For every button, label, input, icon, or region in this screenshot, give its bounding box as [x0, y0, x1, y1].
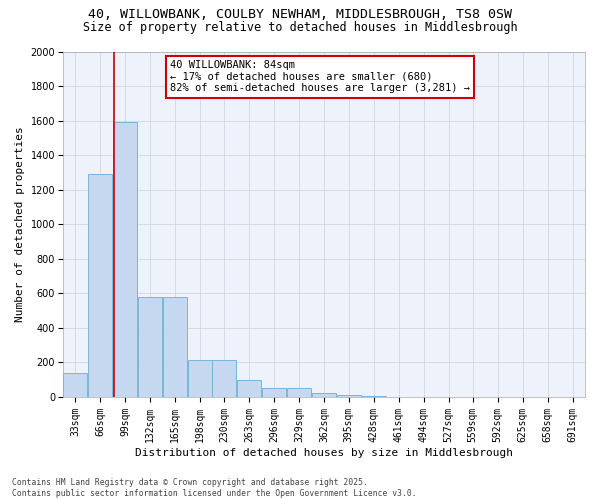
Bar [88, 174, 112, 397]
Bar [237, 380, 261, 397]
Bar [63, 373, 88, 397]
Text: 40, WILLOWBANK, COULBY NEWHAM, MIDDLESBROUGH, TS8 0SW: 40, WILLOWBANK, COULBY NEWHAM, MIDDLESBR… [88, 8, 512, 20]
Bar [287, 388, 311, 397]
X-axis label: Distribution of detached houses by size in Middlesbrough: Distribution of detached houses by size … [135, 448, 513, 458]
Bar [312, 392, 336, 397]
Y-axis label: Number of detached properties: Number of detached properties [15, 126, 25, 322]
Text: Contains HM Land Registry data © Crown copyright and database right 2025.
Contai: Contains HM Land Registry data © Crown c… [12, 478, 416, 498]
Bar [362, 396, 386, 397]
Bar [163, 297, 187, 397]
Text: 40 WILLOWBANK: 84sqm
← 17% of detached houses are smaller (680)
82% of semi-deta: 40 WILLOWBANK: 84sqm ← 17% of detached h… [170, 60, 470, 94]
Bar [188, 360, 212, 397]
Bar [262, 388, 286, 397]
Bar [113, 122, 137, 397]
Bar [212, 360, 236, 397]
Bar [138, 297, 162, 397]
Text: Size of property relative to detached houses in Middlesbrough: Size of property relative to detached ho… [83, 21, 517, 34]
Bar [337, 395, 361, 397]
